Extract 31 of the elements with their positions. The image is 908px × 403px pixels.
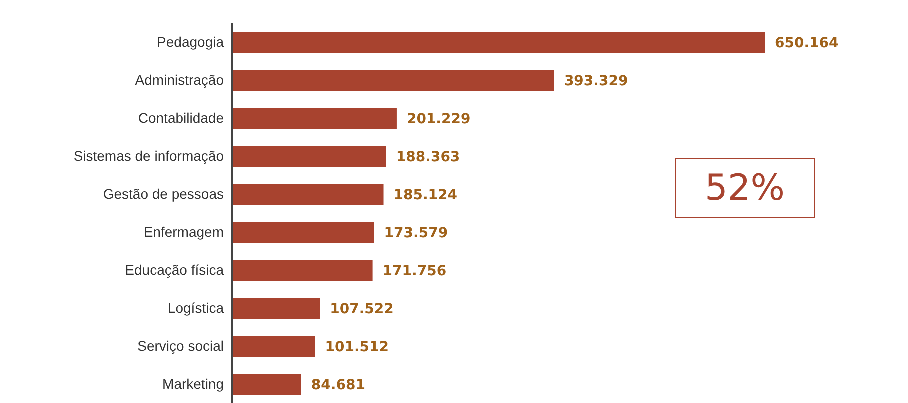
y-tick-label: Educação física xyxy=(125,262,224,278)
data-label: 185.124 xyxy=(394,188,458,204)
data-label: 101.512 xyxy=(325,340,389,356)
y-tick-label: Serviço social xyxy=(138,338,224,354)
y-tick-label: Contabilidade xyxy=(138,110,224,126)
bar xyxy=(232,146,386,167)
y-tick-label: Enfermagem xyxy=(144,224,224,240)
bar xyxy=(232,260,373,281)
y-tick-label: Gestão de pessoas xyxy=(103,186,224,202)
data-label: 84.681 xyxy=(311,378,366,394)
y-tick-label: Sistemas de informação xyxy=(74,148,224,164)
bar xyxy=(232,336,316,357)
data-label: 107.522 xyxy=(330,302,394,318)
y-tick-label: Administração xyxy=(135,72,224,88)
y-tick-label: Logística xyxy=(168,300,224,316)
data-label: 650.164 xyxy=(775,36,840,52)
data-label: 173.579 xyxy=(384,226,448,242)
bar xyxy=(232,108,397,129)
bar xyxy=(232,184,384,205)
bar xyxy=(232,374,302,395)
bar xyxy=(232,32,765,53)
annotation: 52% xyxy=(675,158,815,218)
data-label: 201.229 xyxy=(406,112,471,128)
bar xyxy=(232,70,554,91)
y-tick-label: Pedagogia xyxy=(157,34,224,50)
y-tick-label: Marketing xyxy=(162,376,224,392)
data-label: 171.756 xyxy=(382,264,447,280)
data-label: 393.329 xyxy=(564,74,628,90)
bar xyxy=(232,298,320,319)
data-label: 188.363 xyxy=(396,150,460,166)
bar xyxy=(232,222,374,243)
